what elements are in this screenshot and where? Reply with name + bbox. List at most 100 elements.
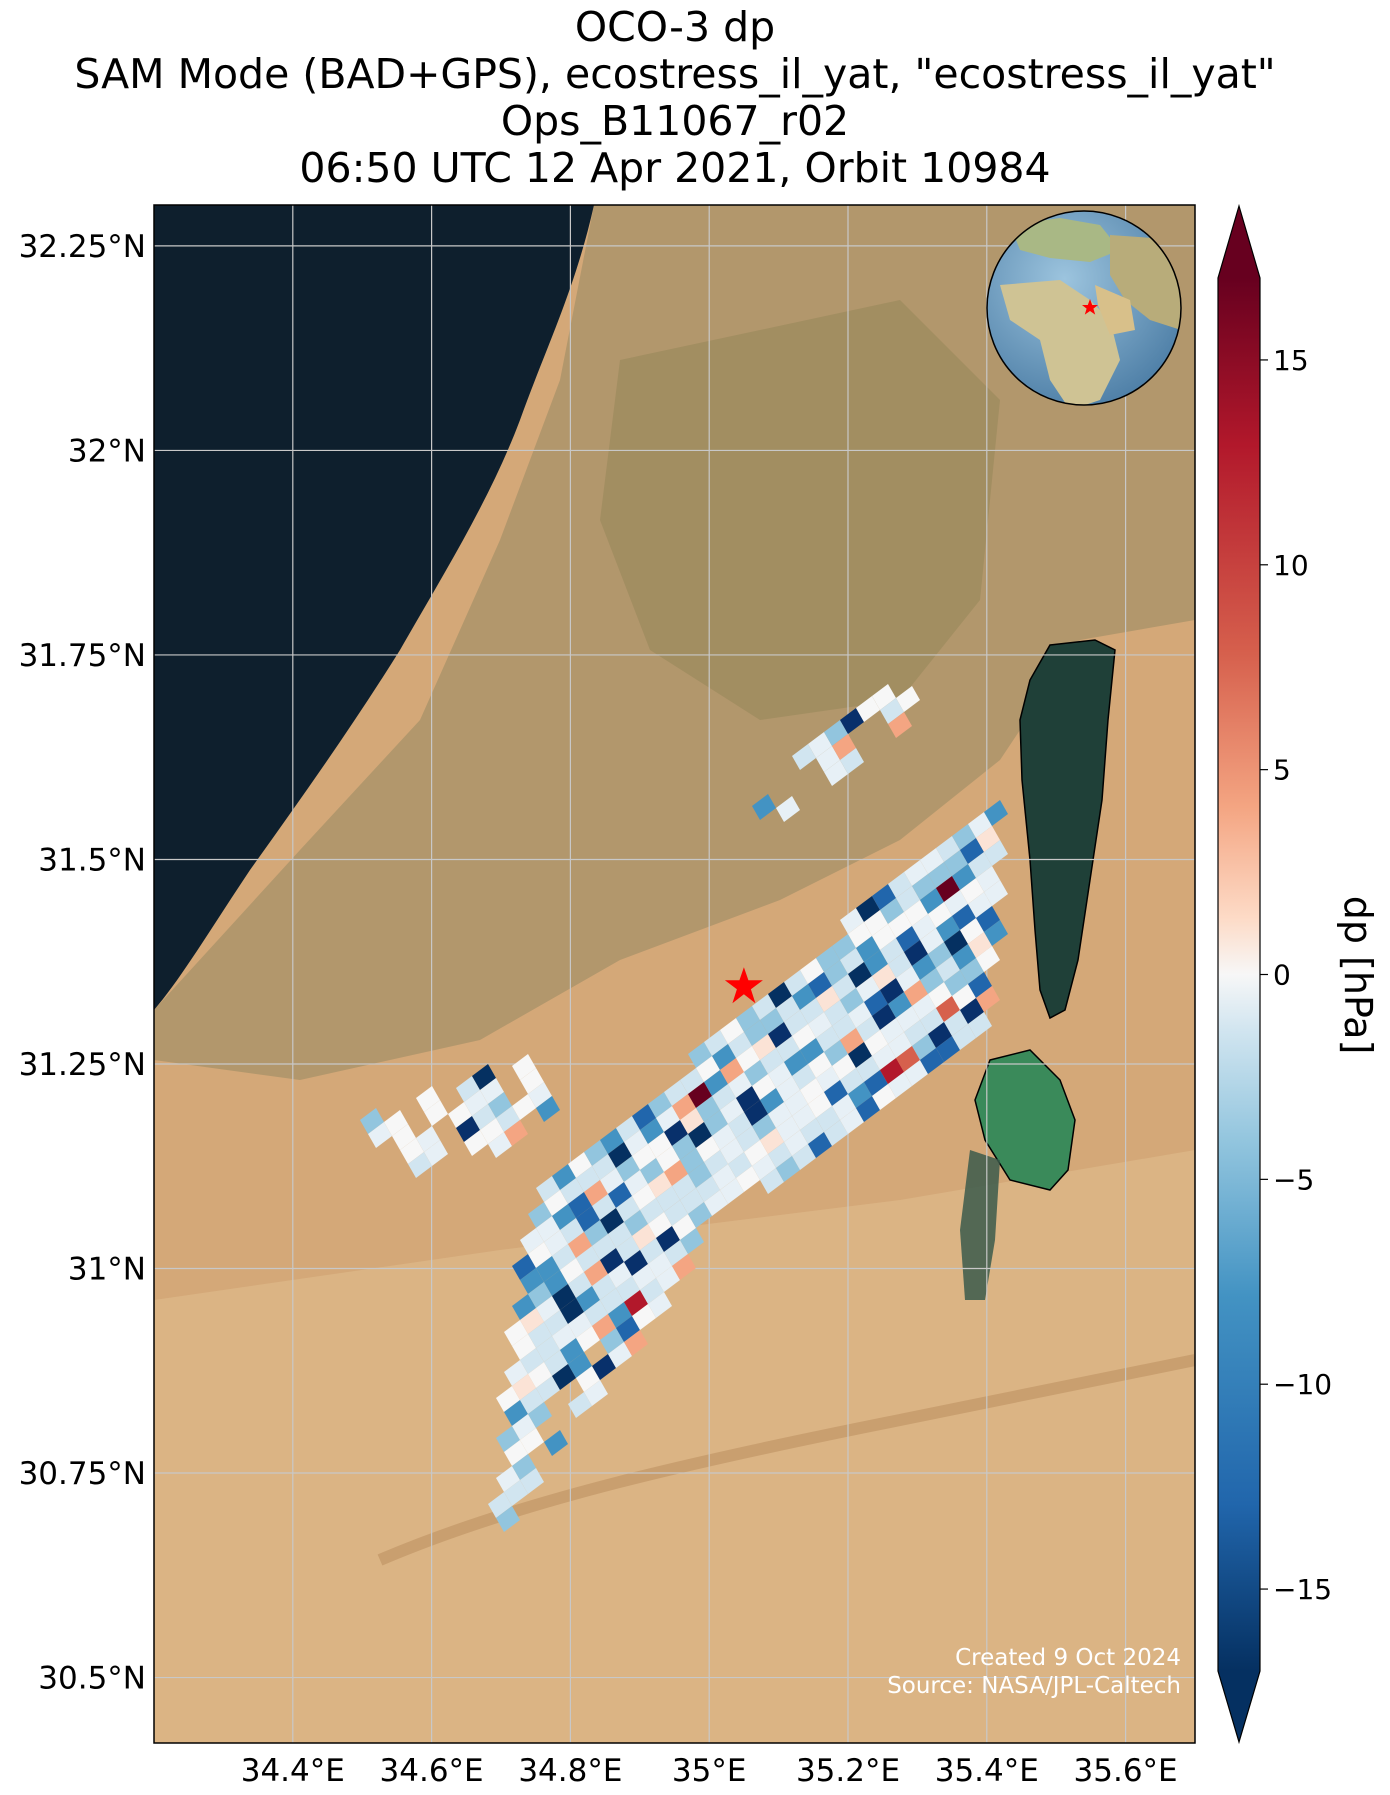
sounding-footprint-171 [704, 1150, 728, 1176]
sounding-footprint-75 [600, 1328, 624, 1354]
sounding-footprint-363 [880, 698, 904, 724]
sounding-footprint-332 [824, 720, 848, 746]
sounding-footprint-1 [496, 1506, 520, 1532]
sounding-footprint-125 [616, 1196, 640, 1222]
sounding-footprint-365 [952, 824, 976, 850]
sounding-footprint-222 [752, 994, 776, 1020]
sounding-footprint-61 [456, 1076, 480, 1102]
southern-lagoon [960, 1150, 1000, 1300]
sounding-footprint-121 [584, 1140, 608, 1166]
sounding-footprint-253 [808, 972, 832, 998]
sounding-footprint-322 [896, 886, 920, 912]
sounding-footprint-273 [832, 934, 856, 960]
sounding-footprint-266 [848, 1002, 872, 1028]
colorbar-tick-label-6: −15 [1273, 1573, 1332, 1606]
sounding-footprint-195 [728, 1072, 752, 1098]
longitude-tick-labels: 34.4°E 34.6°E 34.8°E 35°E 35.2°E 35.4°E 35.6°E [241, 1753, 1178, 1789]
sounding-footprint-203 [728, 1032, 752, 1058]
sounding-footprint-74 [592, 1314, 616, 1340]
sounding-footprint-106 [512, 1054, 536, 1080]
sounding-footprint-275 [848, 962, 872, 988]
sounding-footprint-164 [696, 1176, 720, 1202]
sounding-footprint-327 [936, 956, 960, 982]
sounding-footprint-313 [920, 968, 944, 994]
sounding-footprint-76 [608, 1342, 632, 1368]
sounding-footprint-357 [952, 864, 976, 890]
sounding-footprint-280 [888, 1032, 912, 1058]
sounding-footprint-0 [488, 1492, 512, 1518]
sounding-footprint-103 [616, 1276, 640, 1302]
sounding-footprint-33 [536, 1336, 560, 1362]
sounding-footprint-252 [800, 958, 824, 984]
sounding-footprint-176 [696, 1096, 720, 1122]
sounding-footprint-17 [528, 1402, 552, 1428]
colorbar-extend-min [1218, 1671, 1260, 1742]
sounding-footprint-217 [776, 1076, 800, 1102]
sounding-footprint-174 [680, 1068, 704, 1094]
sounding-footprint-370 [896, 686, 920, 712]
sounding-footprint-214 [752, 1034, 776, 1060]
sounding-footprint-7 [520, 1468, 544, 1494]
sounding-footprint-119 [640, 1278, 664, 1304]
evaporation-ponds [974, 1049, 1076, 1191]
lat-tick-label-5: 31°N [68, 1252, 146, 1288]
target-location-marker[interactable] [724, 967, 763, 1004]
sounding-footprint-268 [864, 1030, 888, 1056]
sounding-footprint-180 [728, 1152, 752, 1178]
sounding-footprint-356 [944, 850, 968, 876]
sounding-footprint-306 [792, 744, 816, 770]
sounding-footprint-41 [528, 1282, 552, 1308]
sounding-footprint-329 [952, 984, 976, 1010]
sounding-footprint-136 [640, 1198, 664, 1224]
sounding-footprint-251 [856, 1096, 880, 1122]
sounding-footprint-257 [840, 1028, 864, 1054]
sounding-footprint-354 [856, 696, 880, 722]
colorbar-ticks: 15 10 5 0 −5 −10 −15 [1260, 344, 1332, 1606]
globe-outline [986, 210, 1182, 406]
sounding-footprint-96 [560, 1178, 584, 1204]
sounding-footprint-307 [872, 884, 896, 910]
sounding-footprint-371 [968, 812, 992, 838]
sounding-footprint-49 [448, 1102, 472, 1128]
sounding-footprint-282 [904, 1060, 928, 1086]
sounding-footprint-24 [512, 1334, 536, 1360]
sounding-footprint-118 [632, 1264, 656, 1290]
sounding-footprint-122 [592, 1154, 616, 1180]
sounding-footprint-321 [888, 872, 912, 898]
sounding-footprint-339 [936, 916, 960, 942]
sounding-footprint-177 [704, 1110, 728, 1136]
sounding-footprint-165 [704, 1190, 728, 1216]
colorbar-extend-max [1218, 206, 1260, 278]
sounding-footprint-208 [768, 1102, 792, 1128]
colorbar-label: dp [hPa] [1336, 896, 1380, 1055]
sounding-footprint-211 [792, 1144, 816, 1170]
sounding-footprint-137 [648, 1212, 672, 1238]
sounding-footprint-303 [920, 1008, 944, 1034]
sounding-footprint-308 [880, 898, 904, 924]
sounding-footprint-227 [792, 1064, 816, 1090]
sounding-footprint-29 [424, 1140, 448, 1166]
sounding-footprint-21 [400, 1138, 424, 1164]
sounding-footprint-181 [736, 1166, 760, 1192]
sounding-footprint-90 [600, 1288, 624, 1314]
sounding-footprint-98 [576, 1206, 600, 1232]
sounding-footprint-2 [496, 1466, 520, 1492]
sounding-footprint-68 [544, 1230, 568, 1256]
sounding-footprint-131 [600, 1128, 624, 1154]
sounding-footprint-86 [568, 1232, 592, 1258]
sounding-footprint-256 [832, 1014, 856, 1040]
sounding-footprint-199 [760, 1128, 784, 1154]
sounding-footprint-209 [776, 1116, 800, 1142]
sounding-footprint-47 [576, 1366, 600, 1392]
sounding-footprint-156 [680, 1188, 704, 1214]
sounding-footprint-140 [672, 1254, 696, 1280]
sounding-footprint-232 [768, 982, 792, 1008]
map-area[interactable]: Created 9 Oct 2024 Source: NASA/JPL-Calt… [154, 205, 1195, 1743]
inset-globe[interactable] [986, 210, 1182, 410]
sounding-footprint-112 [584, 1180, 608, 1206]
sounding-footprint-92 [616, 1316, 640, 1342]
sounding-footprint-62 [464, 1090, 488, 1116]
latitude-tick-labels: 32.25°N 32°N 31.75°N 31.5°N 31.25°N 31°N 30.75… [19, 229, 146, 1697]
sounding-footprint-178 [712, 1124, 736, 1150]
sounding-footprint-88 [584, 1260, 608, 1286]
